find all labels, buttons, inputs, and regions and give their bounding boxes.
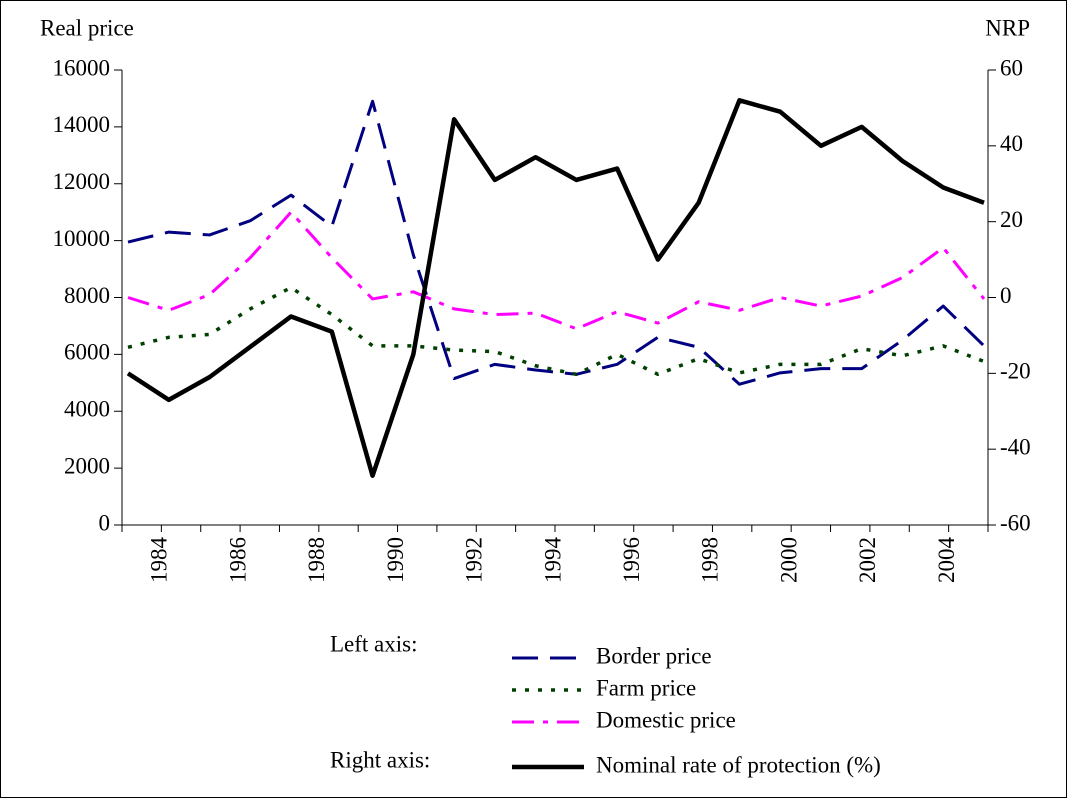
- legend-label: Farm price: [596, 675, 696, 700]
- x-tick-label: 1990: [383, 537, 408, 583]
- y-tick-label: 8000: [64, 283, 110, 308]
- y2-axis-title: NRP: [985, 15, 1030, 40]
- series-line: [127, 210, 986, 331]
- y2-tick-label: 60: [1000, 55, 1023, 80]
- y2-tick-label: 40: [1000, 131, 1023, 156]
- x-tick-label: 1984: [147, 537, 172, 584]
- y-tick-label: 14000: [53, 112, 111, 137]
- y2-tick-label: -40: [1000, 434, 1031, 459]
- y-tick-label: 16000: [53, 55, 111, 80]
- x-tick-label: 1998: [698, 537, 723, 583]
- x-tick-label: 1996: [619, 537, 644, 583]
- y2-tick-label: -60: [1000, 510, 1031, 535]
- y-tick-label: 10000: [53, 226, 111, 251]
- x-tick-label: 2000: [776, 537, 801, 583]
- y-tick-label: 0: [99, 510, 111, 535]
- y-axis-title: Real price: [40, 15, 134, 40]
- y2-tick-label: 20: [1000, 207, 1023, 232]
- y-tick-label: 6000: [64, 340, 110, 365]
- series-line: [126, 98, 985, 478]
- x-tick-label: 1986: [225, 537, 250, 583]
- x-tick-label: 2004: [934, 537, 959, 584]
- x-tick-label: 2002: [855, 537, 880, 583]
- x-tick-label: 1988: [304, 537, 329, 583]
- y-tick-label: 4000: [64, 397, 110, 422]
- y-tick-label: 2000: [64, 453, 110, 478]
- legend-label: Nominal rate of protection (%): [596, 752, 881, 777]
- y2-tick-label: 0: [1000, 283, 1012, 308]
- x-tick-label: 1992: [462, 537, 487, 583]
- y-tick-label: 12000: [53, 169, 111, 194]
- legend-group-label: Right axis:: [330, 747, 430, 772]
- x-tick-label: 1994: [540, 537, 565, 584]
- legend-label: Border price: [596, 643, 712, 668]
- legend-label: Domestic price: [596, 707, 736, 732]
- legend-group-label: Left axis:: [330, 631, 418, 656]
- y2-tick-label: -20: [1000, 359, 1031, 384]
